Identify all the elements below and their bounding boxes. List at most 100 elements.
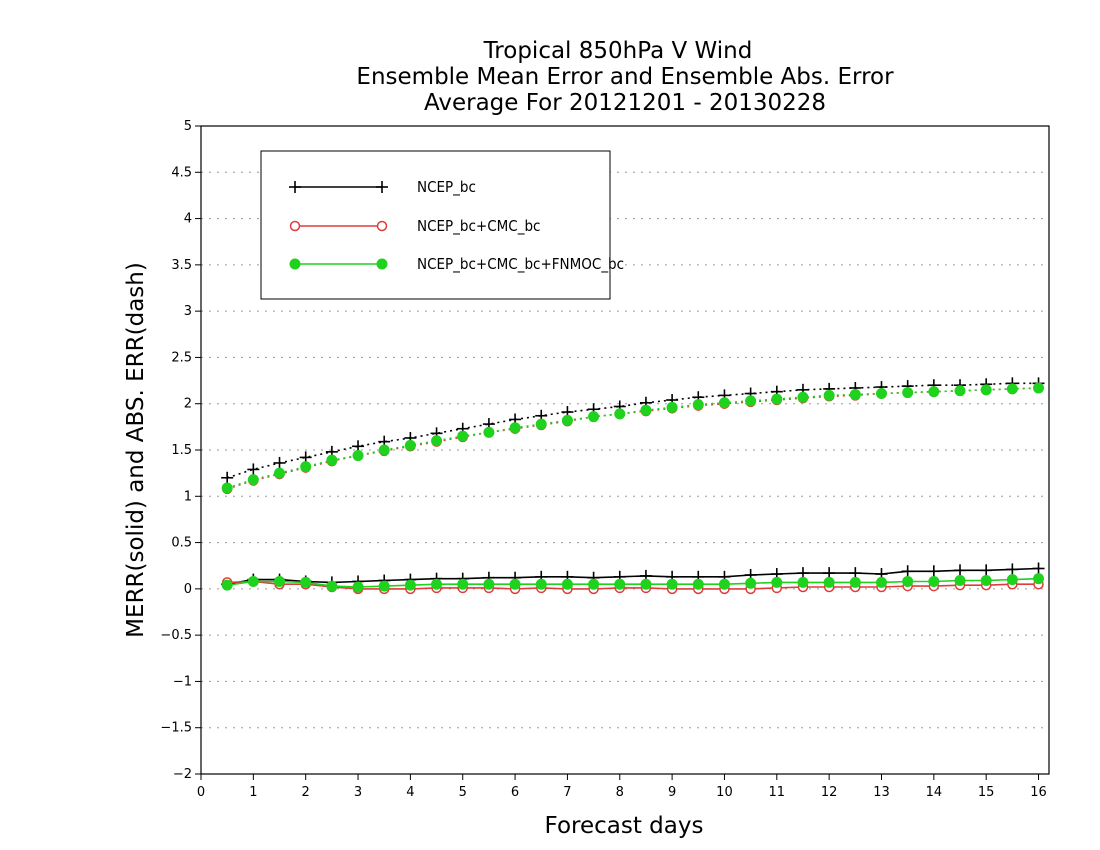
abs-err-point (326, 454, 338, 466)
legend-marker (376, 258, 388, 270)
abs-err-point (378, 444, 390, 456)
legend-box (260, 150, 611, 300)
merr-point (274, 575, 286, 587)
title-line-1: Tropical 850hPa V Wind (483, 38, 753, 64)
y-tick-label: 3 (184, 304, 192, 319)
merr-point (771, 576, 783, 588)
y-tick-label: 0.5 (171, 536, 192, 551)
x-tick-label: 10 (716, 785, 733, 800)
merr-point (980, 575, 992, 587)
legend-marker (289, 258, 301, 270)
abs-err-point (404, 439, 416, 451)
x-tick-label: 2 (302, 785, 310, 800)
abs-err-point (797, 391, 809, 403)
series-2 (221, 382, 1045, 593)
legend-item-2: NCEP_bc+CMC_bc+FNMOC_bc (289, 255, 624, 274)
x-tick-label: 4 (406, 785, 414, 800)
abs-err-line (226, 387, 1039, 490)
legend-marker (376, 181, 388, 193)
x-tick-label: 12 (821, 785, 838, 800)
merr-point (666, 578, 678, 590)
abs-err-point (902, 387, 914, 399)
abs-err-point (745, 395, 757, 407)
abs-err-line (226, 387, 1039, 489)
y-tick-label: 2.5 (171, 350, 192, 365)
merr-point (745, 577, 757, 589)
legend: NCEP_bc NCEP_bc+CMC_bc NCEP_bc+CMC_bc+FNMO… (260, 150, 624, 300)
x-tick-label: 1 (249, 785, 257, 800)
merr-point (1032, 562, 1045, 575)
abs-err-point (273, 456, 286, 469)
abs-err-line (226, 382, 1039, 479)
merr-point (614, 578, 626, 590)
y-tick-label: −2 (173, 767, 192, 782)
abs-err-point (928, 386, 940, 398)
series-0 (221, 377, 1045, 591)
merr-point (1006, 574, 1018, 586)
legend-item-0: NCEP_bc (289, 178, 476, 197)
merr-point (535, 578, 547, 590)
merr-point (221, 579, 233, 591)
merr-point (718, 578, 730, 590)
merr-point (483, 578, 495, 590)
abs-err-point (718, 397, 730, 409)
merr-point (509, 578, 521, 590)
y-tick-label: −0.5 (160, 628, 192, 643)
merr-point (875, 576, 887, 588)
y-axis-label: MERR(solid) and ABS. ERR(dash) (123, 262, 149, 638)
x-tick-label: 15 (978, 785, 995, 800)
merr-point (927, 565, 940, 578)
merr-point (457, 578, 469, 590)
merr-point (849, 576, 861, 588)
legend-label: NCEP_bc (417, 178, 476, 197)
merr-point (980, 564, 993, 577)
merr-point (901, 565, 914, 578)
y-tick-label: 1 (184, 489, 192, 504)
merr-point (352, 581, 364, 593)
abs-err-point (274, 467, 286, 479)
x-tick-label: 14 (926, 785, 943, 800)
x-axis-label: Forecast days (545, 813, 704, 839)
chart-title: Tropical 850hPa V Wind Ensemble Mean Err… (356, 38, 894, 116)
abs-err-point (588, 411, 600, 423)
y-tick-label: −1.5 (160, 721, 192, 736)
y-tick-label: −1 (173, 674, 192, 689)
abs-err-point (1033, 382, 1045, 394)
abs-err-point (954, 385, 966, 397)
merr-point (797, 576, 809, 588)
legend-marker (289, 181, 301, 193)
abs-err-point (561, 414, 573, 426)
merr-point (326, 580, 338, 592)
merr-point (1033, 573, 1045, 585)
abs-err-point (221, 482, 233, 494)
x-tick-label: 11 (769, 785, 786, 800)
merr-point (588, 578, 600, 590)
merr-point (247, 575, 259, 587)
abs-err-point (771, 393, 783, 405)
title-line-3: Average For 20121201 - 20130228 (424, 90, 826, 116)
merr-point (300, 576, 312, 588)
merr-point (378, 580, 390, 592)
abs-err-point (535, 418, 547, 430)
abs-err-point (247, 463, 260, 476)
abs-err-point (300, 461, 312, 473)
legend-label: NCEP_bc+CMC_bc+FNMOC_bc (417, 255, 624, 274)
merr-point (640, 578, 652, 590)
abs-err-point (431, 435, 443, 447)
y-tick-label: 0 (184, 582, 192, 597)
abs-err-point (849, 388, 861, 400)
abs-err-point (457, 430, 469, 442)
merr-point (954, 575, 966, 587)
y-tick-label: 1.5 (171, 443, 192, 458)
abs-err-point (823, 389, 835, 401)
abs-err-point (509, 422, 521, 434)
legend-marker (376, 220, 388, 232)
abs-err-point (1006, 383, 1018, 395)
title-line-2: Ensemble Mean Error and Ensemble Abs. Er… (356, 64, 894, 90)
abs-err-point (692, 399, 704, 411)
x-tick-label: 6 (511, 785, 519, 800)
merr-point (902, 575, 914, 587)
merr-point (431, 578, 443, 590)
y-tick-label: 3.5 (171, 258, 192, 273)
